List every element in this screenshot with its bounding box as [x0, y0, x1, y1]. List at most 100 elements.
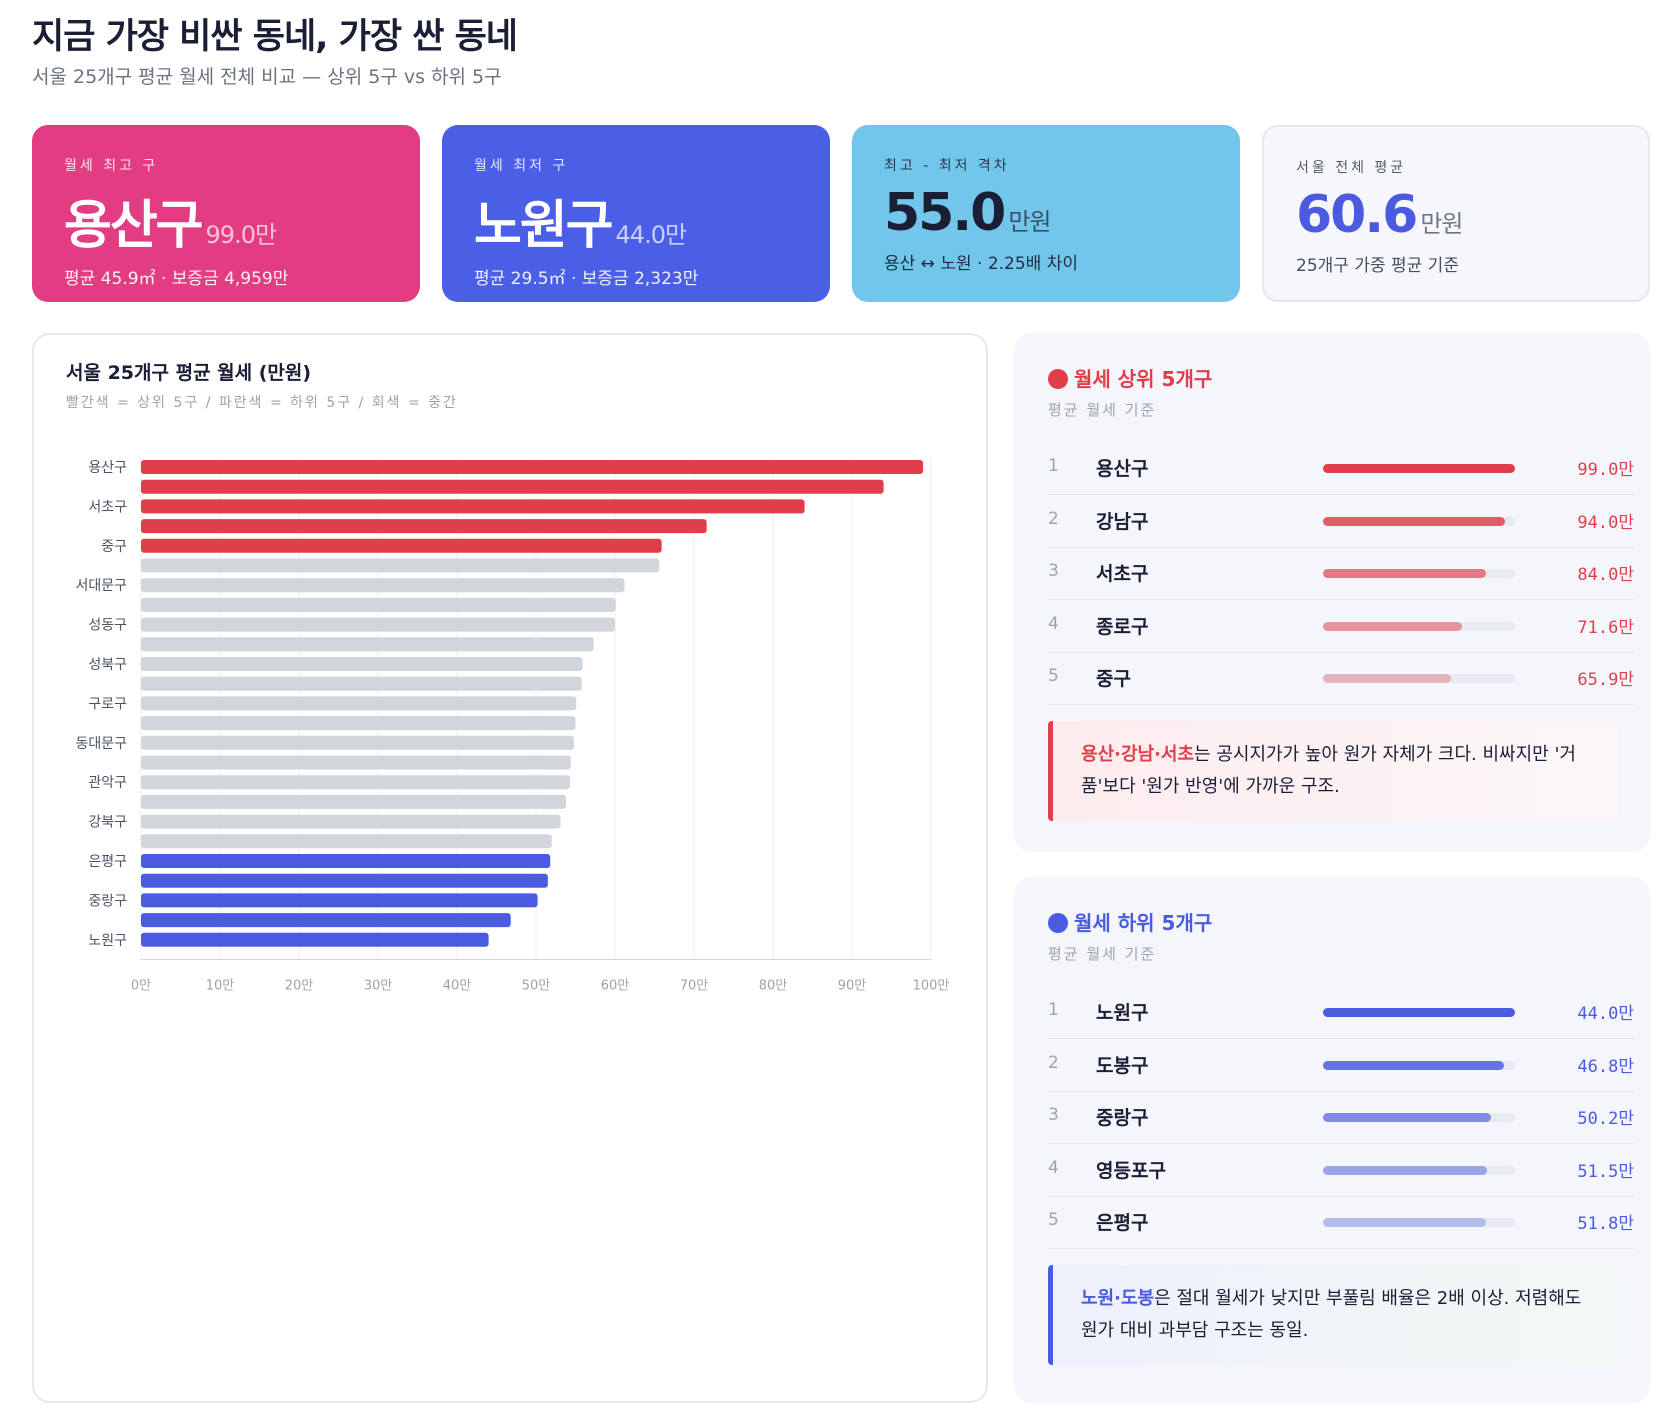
bar [141, 716, 576, 731]
rank-number: 2 [1048, 508, 1059, 529]
note-text: 은 절대 월세가 낮지만 부풀림 배율은 2배 이상. 저렴해도 원가 대비 과… [1081, 1288, 1582, 1341]
card-note: 평균 29.5㎡ · 보증금 2,323만 [474, 269, 699, 289]
rank-row: 3 서초구 84.0만 [1048, 547, 1634, 600]
card-note: 25개구 가중 평균 기준 [1296, 256, 1459, 276]
card-value-line: 용산구 99.0만 [64, 175, 388, 258]
card-extra: 만원 [1008, 208, 1051, 236]
y-tick-label: 서대문구 [75, 578, 127, 594]
rank-row: 1 노원구 44.0만 [1048, 986, 1634, 1039]
bar [141, 932, 489, 947]
rank-bar [1323, 1008, 1515, 1017]
rank-value: 44.0만 [1577, 1004, 1634, 1024]
rank-name: 서초구 [1096, 563, 1149, 585]
x-tick-label: 90만 [838, 979, 867, 994]
bar-track [1323, 1060, 1515, 1070]
rank-name: 은평구 [1096, 1212, 1149, 1234]
bar-track [1323, 516, 1515, 526]
insight-note: 용산·강남·서초는 공시지가가 높아 원가 자체가 크다. 비싸지만 '거품'보… [1048, 721, 1618, 821]
note-highlight: 용산·강남·서초 [1081, 744, 1195, 765]
card-value-line: 60.6 만원 [1296, 177, 1616, 245]
rank-number: 5 [1048, 666, 1059, 686]
card-label: 월세 최고 구 [64, 158, 159, 174]
rank-row: 5 중구 65.9만 [1048, 652, 1634, 705]
rank-bar [1323, 516, 1506, 526]
x-tick-label: 10만 [206, 979, 235, 994]
rank-bar [1323, 464, 1515, 473]
bar-track [1323, 1165, 1515, 1175]
rank-number: 4 [1048, 1157, 1059, 1178]
x-tick-label: 40만 [443, 979, 472, 994]
bar [141, 538, 662, 553]
rank-value: 71.6만 [1577, 617, 1634, 638]
y-tick-label: 성북구 [88, 657, 127, 673]
bar [141, 755, 571, 770]
y-tick-label: 노원구 [88, 933, 127, 949]
y-tick-label: 구로구 [88, 696, 127, 712]
x-tick-label: 80만 [759, 979, 788, 994]
card-value-line: 55.0 만원 [884, 175, 1208, 243]
card-note: 평균 45.9㎡ · 보증금 4,959만 [64, 269, 289, 289]
rank-bar [1323, 1165, 1488, 1175]
rank-name: 강남구 [1096, 510, 1149, 533]
bar-track [1323, 1113, 1515, 1122]
top5-panel: 월세 상위 5개구 평균 월세 기준 1 용산구 99.0만 2 강남구 94.0만 3 서초구 8… [1014, 333, 1650, 852]
panel-title-text: 월세 상위 5개구 [1074, 367, 1213, 391]
rank-bar [1323, 674, 1451, 683]
page-subtitle: 서울 25개구 평균 월세 전체 비교 — 상위 5구 vs 하위 5구 [32, 66, 502, 88]
bar [141, 893, 538, 908]
bar-track [1323, 1218, 1515, 1227]
bar [141, 597, 616, 612]
x-tick-label: 70만 [680, 979, 709, 994]
chart-panel: 서울 25개구 평균 월세 (만원) 빨간색 = 상위 5구 / 파란색 = 하… [32, 333, 988, 1403]
bar [141, 637, 594, 652]
panel-subtitle: 평균 월세 기준 [1048, 401, 1157, 419]
x-tick-label: 60만 [601, 979, 630, 994]
rank-name: 중랑구 [1096, 1107, 1149, 1129]
card-value: 노원구 [474, 196, 614, 256]
bar [141, 499, 805, 514]
x-tick-label: 100만 [913, 979, 950, 994]
panel-title-text: 월세 하위 5개구 [1074, 911, 1213, 935]
card-extra: 만원 [1420, 210, 1463, 238]
note-text: 는 공시지가가 높아 원가 자체가 크다. 비싸지만 '거품'보다 '원가 반영… [1081, 744, 1576, 797]
card-note: 용산 ↔ 노원 · 2.25배 차이 [884, 254, 1078, 274]
bar [141, 676, 582, 691]
chart-title: 서울 25개구 평균 월세 (만원) [66, 362, 311, 384]
y-tick-label: 강북구 [88, 815, 127, 831]
card-label: 최고 - 최저 격차 [884, 158, 1010, 174]
chart-subtitle: 빨간색 = 상위 5구 / 파란색 = 하위 5구 / 회색 = 중간 [66, 395, 458, 411]
y-tick-label: 중구 [101, 539, 127, 555]
rank-number: 2 [1048, 1052, 1059, 1073]
panel-title: 월세 하위 5개구 [1048, 907, 1212, 936]
bar-track [1323, 464, 1515, 473]
bar [141, 657, 583, 671]
bar [141, 558, 660, 573]
bar-track [1323, 621, 1515, 631]
rank-bar [1323, 569, 1486, 578]
rank-row: 2 강남구 94.0만 [1048, 495, 1634, 548]
y-tick-label: 성동구 [88, 618, 127, 634]
bar [141, 775, 570, 790]
card-value: 용산구 [64, 196, 204, 256]
rank-bar [1323, 1060, 1504, 1070]
rank-value: 46.8만 [1577, 1056, 1634, 1077]
y-tick-label: 은평구 [88, 854, 127, 870]
rank-name: 종로구 [1096, 615, 1149, 638]
bar [141, 873, 548, 888]
rank-value: 65.9만 [1577, 670, 1634, 690]
bar [141, 814, 561, 829]
x-tick-label: 0만 [131, 979, 151, 994]
panel-subtitle: 평균 월세 기준 [1048, 945, 1157, 963]
rank-name: 노원구 [1096, 1002, 1149, 1024]
rank-number: 3 [1048, 1105, 1059, 1125]
summary-card: 서울 전체 평균 60.6 만원 25개구 가중 평균 기준 [1262, 125, 1650, 302]
chart: 서울 25개구 평균 월세 (만원) 빨간색 = 상위 5구 / 파란색 = 하… [66, 362, 950, 994]
y-tick-label: 서초구 [88, 499, 127, 515]
card-label: 서울 전체 평균 [1296, 160, 1407, 176]
title-icon [1048, 913, 1068, 933]
rank-bar [1323, 1218, 1487, 1227]
y-tick-label: 중랑구 [88, 893, 127, 909]
